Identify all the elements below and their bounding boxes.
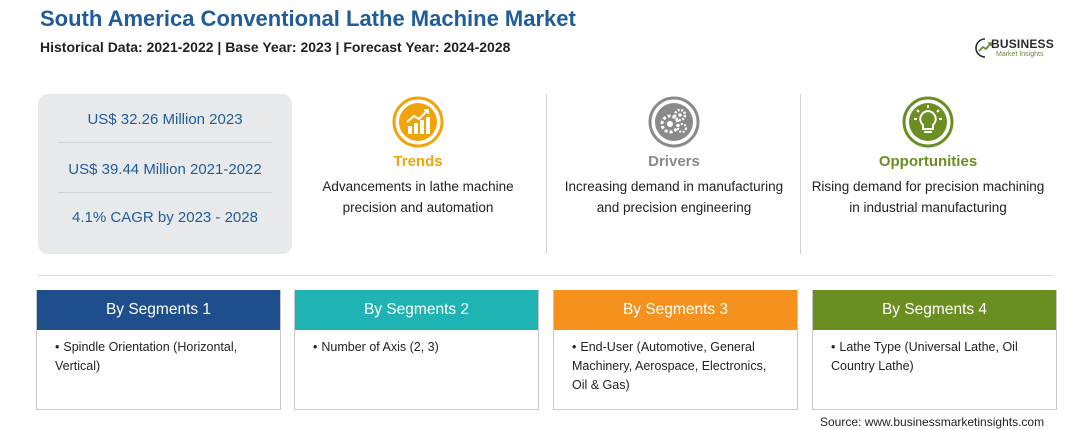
opportunities-text: Rising demand for precision machining in… [811, 179, 1045, 215]
column-divider [546, 94, 547, 254]
logo-globe-icon [975, 38, 992, 58]
segment-card-3: By Segments 3 • End-User (Automotive, Gen… [553, 290, 798, 410]
section-divider [38, 275, 1054, 276]
drivers-title: Drivers [648, 153, 700, 170]
segment-1-body: • Spindle Orientation (Horizontal, Vertic… [37, 330, 280, 376]
opportunities-title: Opportunities [878, 153, 978, 170]
column-divider [800, 94, 801, 254]
segment-card-2: By Segments 2 • Number of Axis (2, 3) [294, 290, 539, 410]
stats-divider [58, 192, 272, 193]
segment-3-body: • End-User (Automotive, General Machinery… [554, 330, 797, 395]
source-credit: Source: www.businessmarketinsights.com [820, 415, 1045, 429]
trends-card: Trends Advancements in lathe machine pre… [298, 96, 538, 218]
bullet: • [313, 340, 318, 354]
market-stats-panel: US$ 32.26 Million 2023 US$ 39.44 Million… [38, 94, 292, 254]
drivers-card: Drivers Increasing demand in manufacturi… [554, 96, 794, 218]
segment-2-header: By Segments 2 [295, 290, 538, 330]
stat-market-size-2023: US$ 32.26 Million 2023 [87, 111, 243, 128]
segment-3-header: By Segments 3 [554, 290, 797, 330]
segment-card-4: By Segments 4 • Lathe Type (Universal Lat… [812, 290, 1057, 410]
stats-divider [58, 142, 272, 143]
lightbulb-icon [902, 96, 954, 148]
segment-2-body: • Number of Axis (2, 3) [295, 330, 538, 357]
page-subtitle: Historical Data: 2021-2022 | Base Year: … [40, 39, 511, 55]
bullet: • [831, 340, 836, 354]
trends-text: Advancements in lathe machine precision … [322, 179, 514, 215]
logo-tagline: Market Insights [996, 51, 1044, 58]
gears-icon [648, 96, 700, 148]
segment-2-item: Number of Axis (2, 3) [321, 340, 439, 354]
trends-title: Trends [393, 153, 443, 170]
segment-4-item: Lathe Type (Universal Lathe, Oil Country… [831, 340, 1018, 373]
opportunities-card: Opportunities Rising demand for precisio… [808, 96, 1048, 218]
drivers-text: Increasing demand in manufacturing and p… [564, 179, 784, 215]
page-title: South America Conventional Lathe Machine… [40, 6, 576, 31]
bullet: • [55, 340, 60, 354]
segment-4-body: • Lathe Type (Universal Lathe, Oil Countr… [813, 330, 1056, 376]
stat-market-size-historical: US$ 39.44 Million 2021-2022 [68, 161, 262, 178]
company-logo: BUSINESS Market Insights [975, 36, 1065, 62]
stat-cagr: 4.1% CAGR by 2023 - 2028 [72, 209, 258, 226]
segment-card-1: By Segments 1 • Spindle Orientation (Hori… [36, 290, 281, 410]
bullet: • [572, 340, 577, 354]
logo-wordmark: BUSINESS [991, 37, 1054, 51]
chart-up-icon [392, 96, 444, 148]
segment-4-header: By Segments 4 [813, 290, 1056, 330]
segment-3-item: End-User (Automotive, General Machinery,… [572, 340, 767, 392]
segment-1-header: By Segments 1 [37, 290, 280, 330]
segment-1-item: Spindle Orientation (Horizontal, Vertica… [55, 340, 238, 373]
